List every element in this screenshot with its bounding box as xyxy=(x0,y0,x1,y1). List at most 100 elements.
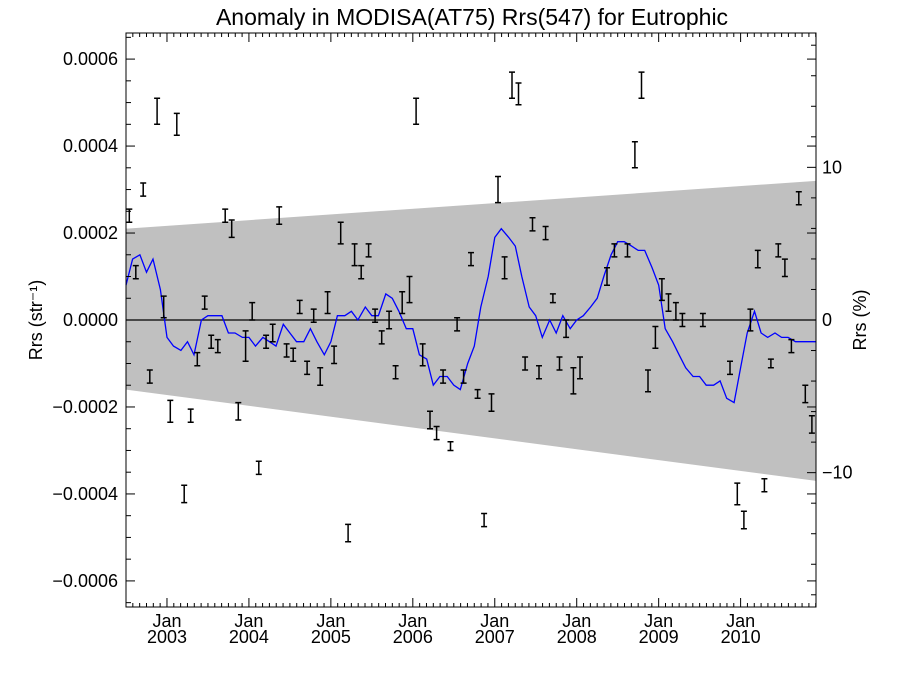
y-tick-label: 0.0006 xyxy=(63,49,118,69)
x-tick-month-label: Jan xyxy=(480,611,509,631)
x-tick-month-label: Jan xyxy=(398,611,427,631)
data-point-errorbar xyxy=(638,71,645,99)
x-tick-month-label: Jan xyxy=(726,611,755,631)
data-point-errorbar xyxy=(214,338,221,354)
x-tick-year-label: 2005 xyxy=(311,627,351,647)
data-point-errorbar xyxy=(337,221,344,245)
x-tick-year-label: 2003 xyxy=(147,627,187,647)
data-point-errorbar xyxy=(699,312,706,328)
data-point-errorbar xyxy=(761,477,768,493)
data-point-errorbar xyxy=(754,249,761,269)
data-point-errorbar xyxy=(406,275,413,304)
data-point-errorbar xyxy=(392,364,399,380)
data-point-errorbar xyxy=(481,512,488,528)
data-point-errorbar xyxy=(132,264,139,280)
data-point-errorbar xyxy=(542,225,549,241)
data-point-errorbar xyxy=(624,243,631,258)
x-tick-year-label: 2004 xyxy=(229,627,269,647)
data-point-errorbar xyxy=(808,414,815,434)
data-point-errorbar xyxy=(536,364,542,380)
data-point-errorbar xyxy=(781,258,788,278)
data-point-errorbar xyxy=(146,369,153,384)
data-point-errorbar xyxy=(440,369,447,384)
data-point-errorbar xyxy=(365,243,372,258)
y-tick-label: −0.0002 xyxy=(52,397,118,417)
data-point-errorbar xyxy=(413,97,420,126)
data-point-errorbar xyxy=(474,388,481,400)
data-point-errorbar xyxy=(740,510,747,530)
data-point-errorbar xyxy=(358,264,365,280)
data-point-errorbar xyxy=(460,369,467,384)
data-point-errorbar xyxy=(399,290,406,315)
data-point-errorbar xyxy=(160,295,167,319)
x-tick-month-label: Jan xyxy=(152,611,181,631)
x-tick-month-label: Jan xyxy=(234,611,263,631)
data-point-errorbar xyxy=(775,243,782,258)
data-point-errorbar xyxy=(515,82,522,106)
y2-tick-label: 10 xyxy=(822,157,842,177)
data-point-errorbar xyxy=(488,393,495,413)
data-point-errorbar xyxy=(173,112,180,136)
data-point-errorbar xyxy=(208,334,215,350)
data-point-errorbar xyxy=(276,206,283,226)
data-point-errorbar xyxy=(181,484,188,504)
plot-area: −0.0006 −0.0004 −0.0002 0.0000 0.0002 0.0004 0… xyxy=(52,32,853,647)
data-point-errorbar xyxy=(324,290,331,315)
data-point-errorbar xyxy=(631,140,638,169)
data-point-errorbar xyxy=(577,356,583,380)
y-tick-label: 0.0000 xyxy=(63,310,118,330)
data-point-errorbar xyxy=(255,460,262,476)
y2-tick-label: 0 xyxy=(822,310,832,330)
data-point-errorbar xyxy=(495,175,501,204)
x-tick-month-label: Jan xyxy=(644,611,673,631)
y2-tick-label: −10 xyxy=(822,463,853,483)
data-point-errorbar xyxy=(665,293,672,313)
x-tick-year-label: 2010 xyxy=(721,627,761,647)
data-point-errorbar xyxy=(269,323,276,343)
uncertainty-band xyxy=(126,180,816,481)
data-point-errorbar xyxy=(304,360,311,376)
data-point-errorbar xyxy=(570,367,577,395)
data-point-errorbar xyxy=(378,330,385,345)
data-point-errorbar xyxy=(235,401,242,421)
data-point-errorbar xyxy=(290,347,297,363)
data-point-errorbar xyxy=(522,356,529,371)
data-point-errorbar xyxy=(249,301,256,321)
data-point-errorbar xyxy=(747,308,754,332)
y-tick-label: 0.0004 xyxy=(63,136,118,156)
x-tick-year-label: 2006 xyxy=(393,627,433,647)
data-point-errorbar xyxy=(645,369,651,393)
y-tick-label: −0.0006 xyxy=(52,571,118,591)
data-point-errorbar xyxy=(372,308,379,323)
y-tick-label: 0.0002 xyxy=(63,223,118,243)
data-point-errorbar xyxy=(611,243,618,258)
data-point-errorbar xyxy=(427,410,433,430)
y-axis-label-left: Rrs (str⁻¹) xyxy=(26,280,46,360)
data-point-errorbar xyxy=(767,358,774,369)
data-point-errorbar xyxy=(556,356,563,371)
data-point-errorbar xyxy=(788,338,795,354)
data-point-errorbar xyxy=(317,367,324,386)
data-point-errorbar xyxy=(672,301,679,321)
x-tick-year-label: 2008 xyxy=(557,627,597,647)
data-point-errorbar xyxy=(351,243,358,267)
data-point-errorbar xyxy=(501,256,508,280)
data-point-errorbar xyxy=(468,251,474,267)
data-point-errorbar xyxy=(529,217,536,232)
x-tick-year-label: 2009 xyxy=(639,627,679,647)
chart-title: Anomaly in MODISA(AT75) Rrs(547) for Eut… xyxy=(216,4,728,30)
y-axis-label-right: Rrs (%) xyxy=(850,290,870,351)
data-point-errorbar xyxy=(563,319,570,339)
data-point-errorbar xyxy=(310,308,317,323)
data-point-errorbar xyxy=(228,219,235,239)
y-tick-label: −0.0004 xyxy=(52,484,118,504)
data-point-errorbar xyxy=(331,345,338,365)
data-point-errorbar xyxy=(679,312,686,328)
data-point-errorbar xyxy=(652,325,659,350)
data-point-errorbar xyxy=(727,360,733,376)
data-point-errorbar xyxy=(433,425,440,441)
data-point-errorbar xyxy=(795,190,802,206)
x-tick-month-label: Jan xyxy=(562,611,591,631)
data-point-errorbar xyxy=(201,295,208,310)
